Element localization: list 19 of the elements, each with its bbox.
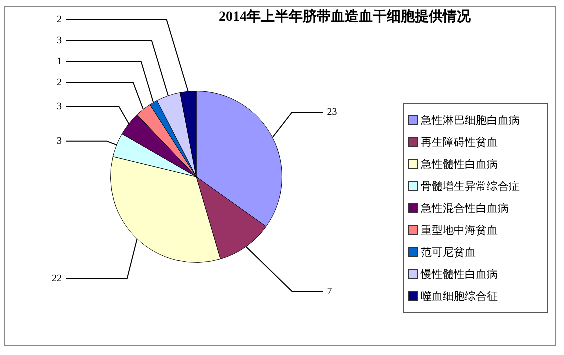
data-label: 3 xyxy=(57,136,62,147)
legend-label: 噬血细胞综合征 xyxy=(421,288,498,304)
data-label: 2 xyxy=(57,78,62,89)
legend-label: 急性髓性白血病 xyxy=(421,156,498,172)
legend-label: 急性混合性白血病 xyxy=(421,200,509,216)
data-label: 23 xyxy=(327,107,338,118)
legend-label: 重型地中海贫血 xyxy=(421,222,498,238)
legend-label: 再生障碍性贫血 xyxy=(421,134,498,150)
legend-label: 骨髓增生异常综合症 xyxy=(421,178,520,194)
data-label: 3 xyxy=(57,101,62,112)
legend-label: 范可尼贫血 xyxy=(421,244,476,260)
legend-label: 慢性髓性白血病 xyxy=(421,266,498,282)
data-label: 2 xyxy=(57,14,62,26)
data-label: 22 xyxy=(52,273,62,284)
data-label: 1 xyxy=(57,56,62,68)
legend-label: 急性淋巴细胞白血病 xyxy=(421,112,520,128)
data-label: 3 xyxy=(57,36,62,47)
chart-title: 2014年上半年脐带血造血干细胞提供情况 xyxy=(218,8,472,26)
data-label: 7 xyxy=(327,286,332,298)
